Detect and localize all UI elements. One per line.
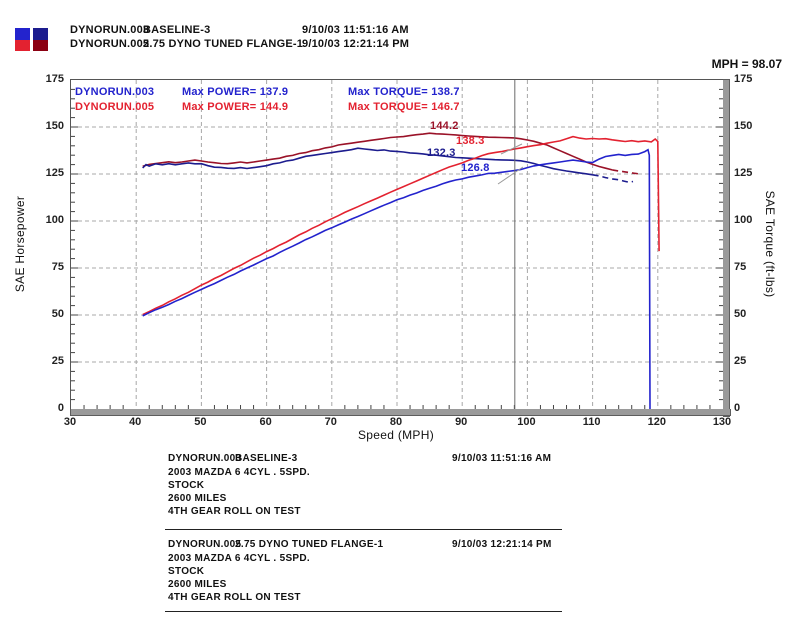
footer-run1-line1: 2003 MAZDA 6 4CYL . 5SPD. (168, 467, 310, 478)
torque-colors-swatch (33, 28, 48, 51)
y-axis-left-tick-label: 0 (57, 402, 64, 414)
header-run2-file: DYNORUN.005 (70, 38, 150, 50)
y-axis-left-tick-label: 50 (51, 308, 64, 320)
series-run003-torque (142, 147, 593, 176)
series-run005-torque-tail (612, 169, 639, 175)
y-axis-right-tick-label: 50 (734, 308, 747, 320)
y-axis-right-tick-label: 125 (734, 167, 753, 179)
cursor-leader-line (500, 143, 523, 155)
x-axis-tick-label: 100 (517, 416, 536, 428)
x-axis-tick-label: 40 (129, 416, 142, 428)
y-axis-left-tick-label: 125 (45, 167, 64, 179)
series-run005-torque (142, 132, 613, 171)
footer-run2-line4: 4TH GEAR ROLL ON TEST (168, 592, 301, 603)
cursor-value-run003-power: 126.8 (461, 162, 490, 174)
run005-power-color (15, 39, 30, 51)
x-axis-tick-label: 70 (324, 416, 337, 428)
footer-run2-line3: 2600 MILES (168, 579, 227, 590)
footer-run2-file: DYNORUN.005 (168, 539, 242, 550)
legend-run1-max-power: Max POWER= 137.9 (182, 86, 289, 98)
footer-run1-time: 9/10/03 11:51:16 AM (452, 453, 552, 464)
cursor-leader-line (497, 166, 524, 185)
footer-separator-1 (165, 529, 562, 530)
legend-run2-file: DYNORUN.005 (75, 101, 155, 113)
footer-run2-line1: 2003 MAZDA 6 4CYL . 5SPD. (168, 553, 310, 564)
y-axis-left-tick-label: 175 (45, 73, 64, 85)
cursor-mph-readout: MPH = 98.07 (711, 57, 782, 71)
y-axis-right-tick-label: 100 (734, 214, 753, 226)
legend-run1-max-torque: Max TORQUE= 138.7 (348, 86, 460, 98)
header-run1-desc: BASELINE-3 (143, 24, 211, 36)
footer-run1-line3: 2600 MILES (168, 493, 227, 504)
footer-run1-file: DYNORUN.003 (168, 453, 242, 464)
series-run005-power (142, 135, 660, 316)
header-run1-file: DYNORUN.003 (70, 24, 150, 36)
run005-torque-color (33, 39, 48, 51)
x-axis-tick-label: 60 (259, 416, 272, 428)
footer-run2-desc: 2.75 DYNO TUNED FLANGE-1 (235, 539, 384, 550)
footer-run2-line2: STOCK (168, 566, 205, 577)
y-axis-right-title: SAE Torque (ft-lbs) (763, 190, 777, 298)
power-colors-swatch (15, 28, 30, 51)
legend-run2-max-torque: Max TORQUE= 146.7 (348, 101, 460, 113)
run003-power-color (15, 28, 30, 40)
header-run2-time: 9/10/03 12:21:14 PM (302, 38, 410, 50)
y-axis-right-tick-label: 150 (734, 120, 753, 132)
y-axis-left-title: SAE Horsepower (13, 195, 27, 293)
series-run003-power (142, 148, 651, 410)
x-axis-tick-label: 80 (389, 416, 403, 428)
dyno-curves-canvas (71, 80, 723, 410)
run003-torque-color (33, 28, 48, 40)
series-run003-torque-tail (592, 174, 634, 184)
header-run2-desc: 2.75 DYNO TUNED FLANGE-1 (143, 38, 304, 50)
legend-run2-max-power: Max POWER= 144.9 (182, 101, 289, 113)
y-axis-left-tick-label: 25 (51, 355, 64, 367)
y-axis-right-tick-label: 175 (734, 73, 753, 85)
legend-run2: DYNORUN.005 Max POWER= 144.9 Max TORQUE= 1… (75, 101, 460, 113)
footer-run1-line2: STOCK (168, 480, 205, 491)
x-axis-tick-label: 50 (194, 416, 207, 428)
legend-run1-file: DYNORUN.003 (75, 86, 155, 98)
y-axis-right-tick-label: 25 (734, 355, 747, 367)
x-axis-tick-label: 130 (712, 416, 732, 428)
cursor-value-run005-power: 138.3 (456, 135, 485, 147)
y-axis-left-tick-label: 100 (45, 214, 64, 226)
plot-frame-right-shadow (723, 79, 730, 417)
footer-separator-2 (165, 611, 562, 612)
y-axis-left-tick-label: 150 (45, 120, 64, 132)
x-axis-tick-label: 110 (582, 416, 601, 428)
legend-run1: DYNORUN.003 Max POWER= 137.9 Max TORQUE= 1… (75, 86, 460, 98)
plot-area (70, 79, 723, 410)
y-axis-right-tick-label: 0 (734, 402, 741, 414)
footer-run2-time: 9/10/03 12:21:14 PM (452, 539, 552, 550)
x-axis-tick-label: 120 (647, 416, 666, 428)
header-run1-time: 9/10/03 11:51:16 AM (302, 24, 409, 36)
x-axis-tick-label: 30 (63, 416, 77, 428)
x-axis-title: Speed (MPH) (358, 428, 434, 442)
footer-run1-line4: 4TH GEAR ROLL ON TEST (168, 506, 301, 517)
footer-run1-desc: BASELINE-3 (235, 453, 298, 464)
y-axis-left-tick-label: 75 (51, 261, 64, 273)
plot-frame-bottom-shadow (70, 409, 731, 416)
cursor-value-run005-torque: 144.2 (430, 120, 459, 132)
x-axis-tick-label: 90 (455, 416, 468, 428)
y-axis-right-tick-label: 75 (734, 261, 747, 273)
cursor-value-run003-torque: 132.3 (427, 147, 456, 159)
